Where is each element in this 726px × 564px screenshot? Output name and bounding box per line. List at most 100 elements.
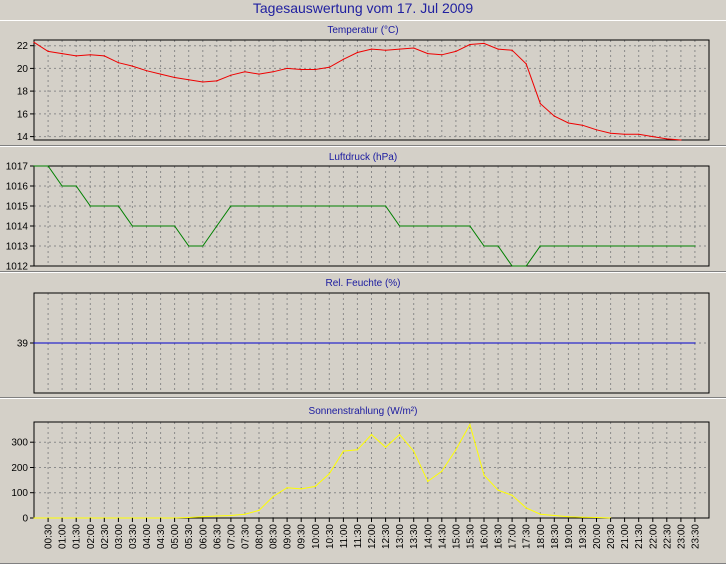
x-tick-label: 02:30: [100, 524, 111, 549]
data-point: [342, 58, 344, 60]
data-point: [511, 265, 513, 267]
data-point: [202, 81, 204, 83]
x-tick-label: 15:30: [465, 524, 476, 549]
data-point: [638, 133, 640, 135]
x-tick-label: 23:00: [676, 524, 687, 549]
data-point: [328, 205, 330, 207]
data-point: [553, 245, 555, 247]
data-point: [117, 62, 119, 64]
x-tick-label: 11:30: [353, 524, 364, 549]
y-tick-label: 1016: [6, 182, 29, 193]
data-point: [61, 185, 63, 187]
data-point: [145, 70, 148, 72]
data-point: [567, 245, 570, 247]
data-point: [258, 509, 260, 511]
y-tick-label: 1013: [6, 242, 29, 253]
data-point: [666, 245, 668, 247]
data-point: [385, 446, 387, 448]
data-point: [328, 66, 330, 68]
data-point: [441, 54, 443, 56]
data-point: [75, 55, 77, 57]
x-tick-label: 07:00: [226, 524, 237, 549]
data-point: [174, 76, 176, 79]
data-point: [47, 165, 49, 167]
data-point: [300, 488, 302, 490]
data-point: [539, 513, 541, 515]
data-point: [581, 516, 584, 518]
x-tick-label: 17:00: [508, 524, 519, 549]
data-point: [314, 205, 316, 207]
data-point: [33, 517, 35, 519]
x-tick-label: 11:00: [339, 524, 350, 549]
data-point: [202, 516, 204, 518]
data-point: [75, 185, 77, 187]
data-point: [427, 53, 429, 55]
data-point: [469, 423, 471, 426]
x-tick-label: 16:00: [480, 524, 491, 549]
y-tick-label: 1015: [6, 202, 29, 213]
data-point: [188, 516, 190, 519]
data-point: [103, 205, 105, 207]
data-point: [286, 205, 288, 207]
data-point: [497, 245, 499, 247]
data-point: [131, 225, 133, 227]
data-point: [61, 53, 63, 55]
data-point: [117, 205, 119, 207]
data-point: [230, 74, 232, 76]
data-point: [413, 225, 415, 227]
data-point: [385, 205, 387, 207]
data-point: [624, 245, 626, 247]
panel-temperature: Temperatur (°C): [0, 20, 726, 146]
y-tick-label: 1014: [6, 222, 29, 233]
data-point: [286, 487, 288, 489]
data-point: [188, 245, 190, 247]
data-point: [342, 205, 344, 207]
data-point: [413, 47, 415, 49]
x-axis: 00:30 01:00 01:30 02:00 02:30 03:00 03:30 04:00…: [44, 518, 701, 549]
data-point: [567, 122, 570, 124]
data-point: [511, 49, 513, 51]
plot-frame: [33, 165, 710, 267]
data-point: [33, 41, 35, 43]
panel-pressure: Luftdruck (hPa): [0, 146, 726, 272]
data-point: [610, 132, 612, 134]
x-tick-label: 08:30: [269, 524, 280, 549]
data-point: [286, 67, 288, 69]
data-point: [455, 50, 457, 53]
y-tick-label: 22: [17, 41, 29, 52]
x-tick-label: 09:30: [297, 524, 308, 549]
data-point: [385, 49, 387, 51]
x-tick-label: 18:00: [536, 524, 547, 549]
data-point: [511, 494, 513, 496]
x-tick-label: 05:00: [170, 524, 181, 549]
x-tick-label: 22:30: [662, 524, 673, 549]
panel-title: Temperatur (°C): [327, 25, 399, 36]
data-point: [483, 42, 485, 45]
x-tick-label: 07:30: [240, 524, 251, 549]
data-point: [188, 79, 190, 81]
chart-3: 300 200 100 0: [11, 421, 710, 525]
x-tick-label: 17:30: [522, 524, 533, 549]
data-point: [539, 245, 541, 247]
x-tick-label: 13:00: [395, 524, 406, 549]
data-point: [483, 474, 485, 476]
data-point: [160, 73, 162, 75]
data-point: [455, 449, 457, 451]
data-point: [356, 205, 358, 207]
data-point: [525, 63, 527, 65]
data-point: [694, 342, 696, 344]
y-tick-label: 16: [17, 109, 29, 120]
x-tick-label: 01:30: [72, 524, 83, 549]
data-point: [399, 48, 401, 50]
series-line: [34, 165, 695, 267]
data-point: [244, 205, 246, 207]
data-point: [680, 139, 682, 141]
data-point: [202, 245, 204, 247]
x-tick-label: 18:30: [550, 524, 561, 549]
x-tick-label: 15:00: [451, 524, 462, 549]
x-tick-label: 20:30: [606, 524, 617, 549]
data-point: [399, 225, 401, 227]
x-tick-label: 03:00: [114, 524, 125, 549]
x-tick-label: 21:30: [634, 524, 645, 549]
data-point: [33, 165, 35, 167]
